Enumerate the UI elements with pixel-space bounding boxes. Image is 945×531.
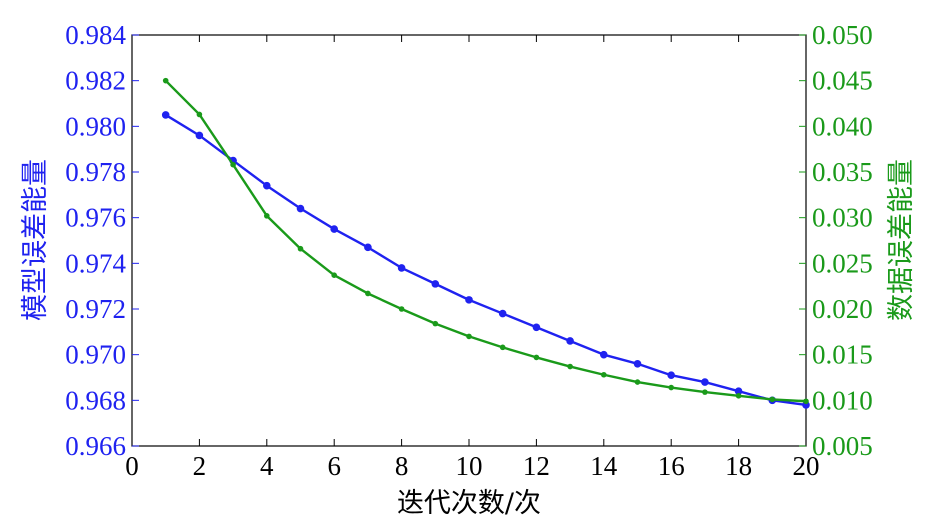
data-point: [600, 350, 608, 359]
data-point: [499, 344, 506, 351]
x-axis-title: 迭代次数/次: [397, 488, 541, 519]
data-point: [230, 161, 236, 168]
data-point: [263, 181, 271, 190]
data-point: [364, 243, 372, 252]
left-y-tick-label: 0.978: [65, 157, 126, 187]
x-tick-label: 18: [725, 451, 752, 481]
right-y-tick-label: 0.050: [812, 20, 873, 50]
right-y-tick-labels: 0.005 0.010 0.015 0.020 0.025 0.030 0.035 0.040…: [812, 20, 873, 461]
x-tick-labels: 0 2 4 6 8 10 12 14 16 18 20: [125, 451, 819, 481]
left-y-tick-label: 0.974: [65, 248, 126, 278]
data-point: [803, 398, 809, 405]
data-point: [668, 384, 674, 391]
x-tick-label: 10: [456, 451, 483, 481]
data-point: [667, 371, 675, 380]
x-tick-label: 16: [658, 451, 685, 481]
x-tick-label: 8: [395, 451, 409, 481]
x-tick-label: 12: [523, 451, 550, 481]
data-point: [701, 378, 709, 386]
left-y-tick-label: 0.984: [65, 20, 126, 50]
data-point: [431, 280, 440, 288]
data-point: [532, 323, 541, 332]
left-y-tick-labels: 0.966 0.968 0.970 0.972 0.974 0.976 0.978 0.980…: [65, 20, 126, 461]
x-tick-label: 2: [193, 451, 207, 481]
data-point: [331, 272, 338, 279]
data-point: [330, 225, 339, 233]
series-layer: [161, 77, 810, 409]
left-y-tick-label: 0.982: [65, 66, 126, 96]
data-point: [296, 204, 305, 213]
x-tick-label: 6: [327, 451, 341, 481]
right-y-tick-label: 0.020: [812, 294, 873, 324]
right-y-tick-label: 0.030: [812, 203, 873, 233]
data-point: [398, 306, 405, 312]
x-tick-label: 14: [590, 451, 618, 481]
data-point: [466, 333, 472, 340]
data-point: [365, 290, 371, 297]
series-line: [165, 113, 807, 407]
x-tick-label: 4: [260, 451, 274, 481]
data-point: [162, 77, 169, 84]
left-y-tick-label: 0.968: [65, 385, 126, 415]
series-left: [161, 111, 810, 409]
data-point: [195, 131, 204, 140]
data-point: [264, 213, 270, 219]
right-y-tick-label: 0.010: [812, 385, 873, 415]
left-y-tick-label: 0.980: [65, 111, 126, 141]
left-y-tick-label: 0.970: [65, 340, 126, 370]
x-tick-label: 20: [793, 451, 820, 481]
right-y-axis-title: 数据误差能量: [886, 159, 917, 321]
right-y-tick-label: 0.040: [812, 111, 873, 141]
x-tick-label: 0: [125, 451, 139, 481]
data-point: [498, 309, 507, 318]
series-line: [164, 79, 807, 403]
right-y-tick-label: 0.045: [812, 66, 873, 96]
data-point: [397, 264, 406, 272]
plot-area: [131, 34, 807, 447]
data-point: [297, 245, 304, 252]
data-point: [734, 387, 743, 396]
right-y-tick-label: 0.035: [812, 157, 873, 187]
data-point: [196, 111, 203, 118]
data-point: [702, 389, 708, 395]
data-point: [465, 296, 473, 304]
data-point: [601, 371, 607, 378]
left-y-tick-label: 0.966: [65, 431, 126, 461]
data-point: [735, 392, 742, 399]
data-point: [634, 379, 641, 385]
left-y-tick-label: 0.976: [65, 203, 126, 233]
data-point: [633, 360, 642, 368]
data-point: [769, 396, 776, 403]
left-y-tick-label: 0.972: [65, 294, 126, 324]
right-y-tick-label: 0.025: [812, 248, 873, 278]
right-y-tick-label: 0.015: [812, 340, 873, 370]
series-right: [162, 77, 809, 405]
left-y-axis-title: 模型误差能量: [20, 159, 51, 321]
data-point: [567, 363, 573, 370]
data-point: [533, 354, 540, 361]
right-y-tick-label: 0.005: [812, 431, 873, 461]
data-point: [432, 320, 439, 327]
data-point: [161, 111, 170, 119]
data-point: [566, 337, 574, 345]
